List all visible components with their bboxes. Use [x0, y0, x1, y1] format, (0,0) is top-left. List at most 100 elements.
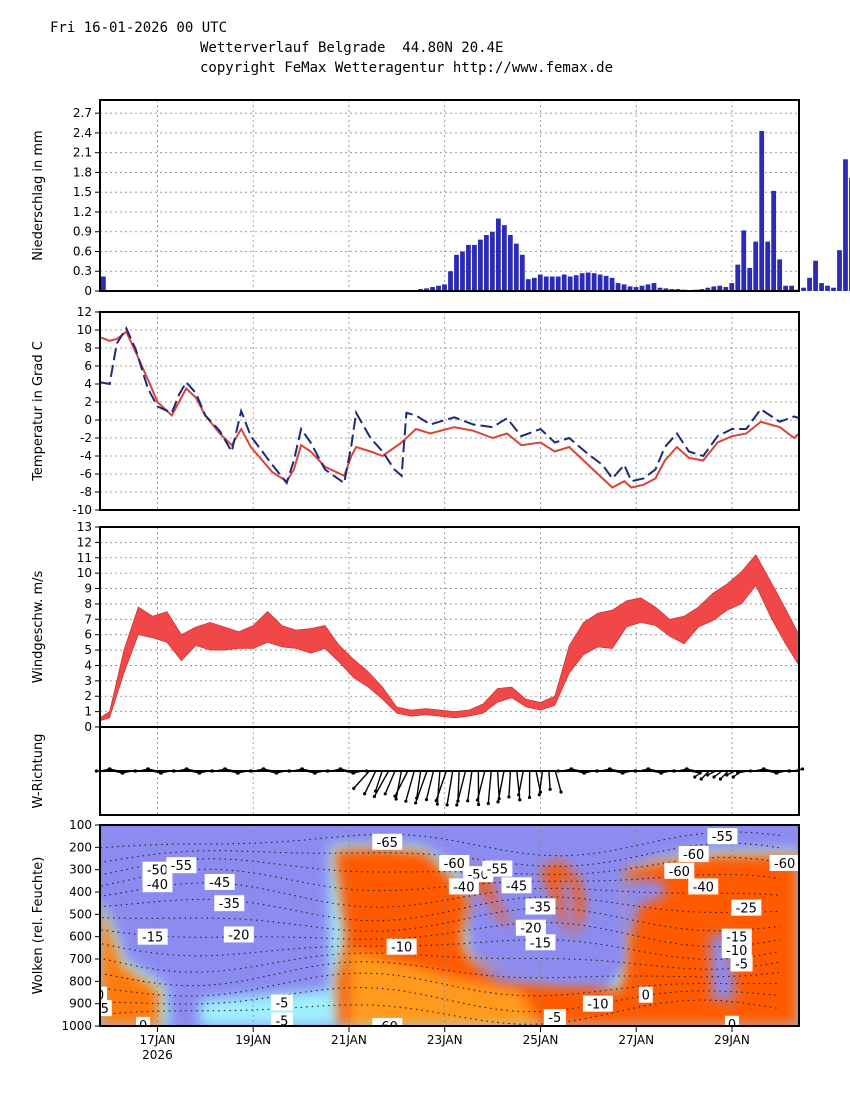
ytick-label-wind: 12 [77, 535, 92, 549]
ytick-label-cloud: 600 [69, 930, 92, 944]
wind-arrow-head [736, 771, 740, 775]
axis-title-precip: Niederschlag in mm [31, 130, 46, 260]
wind-arrow-head [300, 767, 304, 771]
contour-label-box [721, 928, 752, 945]
contour-label-box [223, 926, 254, 943]
wind-arrow-head [445, 803, 449, 807]
precip-bar [753, 241, 759, 291]
wind-arrow-head [527, 795, 532, 800]
wind-arrow-head [537, 793, 541, 797]
wind-arrow-head [404, 799, 408, 803]
wind-arrow-head [158, 771, 163, 775]
panel-frame-direction [99, 726, 800, 816]
contour-label-box [439, 854, 470, 871]
wind-arrow [622, 770, 633, 774]
wind-arrow-head [646, 767, 650, 771]
precip-bar [448, 271, 453, 291]
xtick-label: 23JAN [427, 1033, 463, 1047]
ytick-label-temp: 6 [84, 359, 92, 373]
precip-bar [603, 275, 609, 291]
wind-arrow-head [774, 771, 778, 775]
contour-label-box [731, 899, 762, 916]
wind-arrow-head [435, 802, 439, 806]
contour-label: -10 [587, 998, 608, 1013]
contour-label: -10 [391, 941, 412, 956]
wind-arrow [554, 770, 562, 793]
wind-arrow-head [424, 798, 429, 802]
wind-arrow-head [518, 798, 522, 802]
frame-layer [95, 99, 800, 1032]
wind-arrow [719, 770, 729, 780]
contour-label: -35 [530, 901, 551, 916]
precip-bar [537, 274, 543, 291]
precip-bar [777, 259, 783, 291]
wind-arrow-head [372, 794, 376, 799]
contour-label-box [515, 919, 546, 936]
precip-bar [525, 279, 531, 291]
precip-bar [741, 230, 747, 291]
wind-arrow [487, 770, 492, 804]
wind-arrow-head [383, 792, 387, 796]
ytick-label-temp: 0 [84, 413, 92, 427]
ytick-label-temp: -4 [80, 449, 92, 463]
contour-label-box [482, 860, 513, 877]
precip-bar [101, 276, 106, 291]
contour-label-box [372, 833, 403, 850]
contour-label-box [688, 878, 719, 895]
wind-arrow-head [210, 769, 214, 773]
contour-label-box [142, 861, 173, 878]
precip-bar [466, 244, 471, 291]
ytick-label-temp: -8 [80, 485, 92, 499]
wind-arrow [395, 770, 403, 800]
contour-label: -5 [735, 957, 748, 972]
xtick-label: 29JAN [714, 1033, 750, 1047]
contour-label-box [270, 1012, 293, 1026]
contour-label: -20 [520, 922, 541, 937]
wind-arrow-head [671, 769, 676, 773]
wind-arrow [686, 768, 697, 772]
wind-arrow-head [556, 769, 560, 773]
panel-frame-precip [99, 99, 800, 292]
precip-bar [615, 283, 621, 291]
ytick-label-wind: 13 [77, 520, 92, 534]
wind-arrow-head [569, 767, 573, 771]
wind-arrow [263, 768, 274, 772]
precip-bar [567, 276, 573, 291]
ytick-label-wind: 6 [84, 628, 92, 642]
ytick-label-precip: 1.8 [73, 165, 92, 179]
header-datetime: Fri 16-01-2026 00 UTC [50, 20, 228, 36]
temperature-contour [100, 882, 781, 908]
precip-bar [609, 277, 615, 291]
wind-arrow [394, 770, 409, 797]
contour-label-box [769, 854, 799, 871]
wind-arrow-head [171, 769, 175, 773]
contour-label: -45 [506, 879, 527, 894]
ytick-label-temp: 10 [77, 323, 92, 337]
wind-arrow [570, 768, 582, 772]
ytick-label-wind: 10 [77, 566, 92, 580]
wind-arrow [314, 770, 325, 774]
axis-title-wind: Windgeschw. m/s [31, 570, 46, 683]
precip-bar [442, 284, 447, 291]
precip-bar [765, 241, 771, 291]
cloud-contours: -65 -55-60-50 -55-40 -45-35-20-15-10-60-50-… [100, 828, 799, 1026]
contour-label-box [525, 934, 556, 951]
contour-label-box [724, 1015, 739, 1026]
wind-arrow-head [363, 792, 367, 796]
ytick-label-temp: 12 [77, 305, 92, 319]
wind-arrow [186, 768, 197, 772]
wind-band-group [100, 554, 799, 722]
wind-arrow [436, 770, 441, 805]
precip-bar [801, 287, 806, 291]
wind-arrow [466, 770, 473, 801]
precip-bar [639, 285, 645, 291]
precip-bar [543, 276, 549, 291]
wind-arrow [237, 770, 248, 774]
wind-arrow [660, 770, 671, 774]
wind-arrow-head [517, 793, 521, 797]
contour-label-box [137, 928, 168, 945]
wind-arrow [425, 770, 435, 800]
precip-bar [657, 287, 663, 291]
precip-bar [579, 273, 585, 291]
ytick-label-precip: 0.3 [73, 264, 92, 278]
